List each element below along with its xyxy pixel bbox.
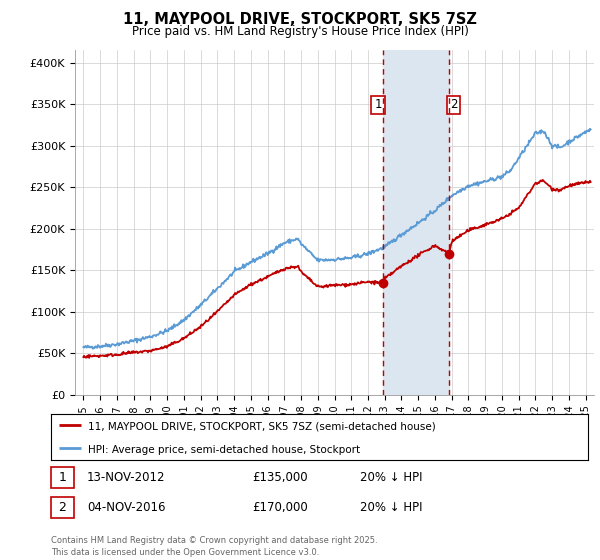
Text: 13-NOV-2012: 13-NOV-2012 [87, 471, 166, 484]
Text: £170,000: £170,000 [252, 501, 308, 514]
Text: HPI: Average price, semi-detached house, Stockport: HPI: Average price, semi-detached house,… [88, 445, 359, 455]
Text: 11, MAYPOOL DRIVE, STOCKPORT, SK5 7SZ (semi-detached house): 11, MAYPOOL DRIVE, STOCKPORT, SK5 7SZ (s… [88, 422, 435, 432]
Text: 1: 1 [374, 99, 382, 111]
Text: 20% ↓ HPI: 20% ↓ HPI [360, 501, 422, 514]
Text: 2: 2 [450, 99, 457, 111]
Text: 1: 1 [58, 471, 67, 484]
Text: 11, MAYPOOL DRIVE, STOCKPORT, SK5 7SZ: 11, MAYPOOL DRIVE, STOCKPORT, SK5 7SZ [123, 12, 477, 27]
Text: £135,000: £135,000 [252, 471, 308, 484]
Bar [383, 50, 449, 395]
Text: Price paid vs. HM Land Registry's House Price Index (HPI): Price paid vs. HM Land Registry's House … [131, 25, 469, 38]
Text: 20% ↓ HPI: 20% ↓ HPI [360, 471, 422, 484]
Text: 2: 2 [58, 501, 67, 514]
Text: 04-NOV-2016: 04-NOV-2016 [87, 501, 166, 514]
Text: Contains HM Land Registry data © Crown copyright and database right 2025.
This d: Contains HM Land Registry data © Crown c… [51, 536, 377, 557]
